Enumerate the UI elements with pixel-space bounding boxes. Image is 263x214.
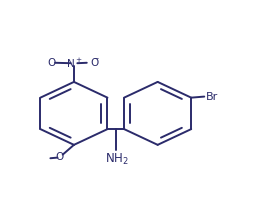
- Text: O: O: [48, 58, 56, 68]
- Text: NH$_2$: NH$_2$: [105, 152, 129, 166]
- Text: Br: Br: [206, 92, 218, 102]
- Text: $^{-}$: $^{-}$: [93, 54, 99, 63]
- Text: N$^+$: N$^+$: [66, 57, 82, 70]
- Text: O: O: [55, 152, 64, 162]
- Text: O: O: [90, 58, 98, 68]
